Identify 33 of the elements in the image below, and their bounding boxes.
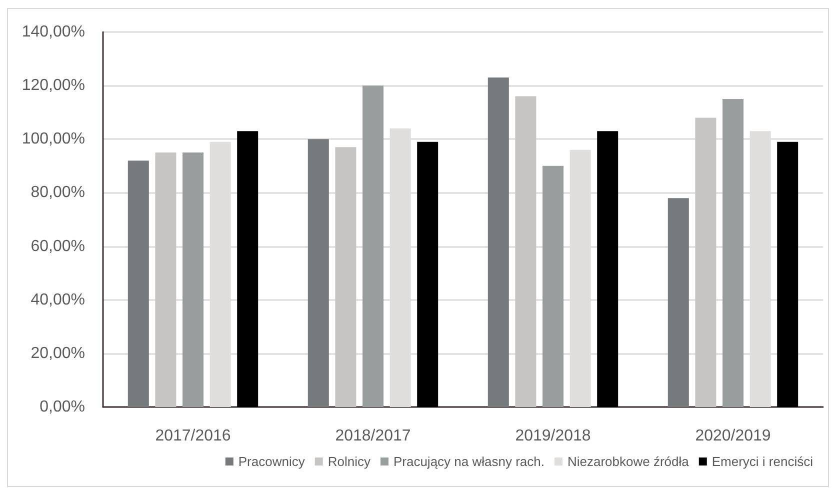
bar: [515, 96, 536, 407]
x-tick-label: 2019/2018: [515, 428, 591, 444]
legend-label: Emeryci i renciści: [712, 454, 814, 469]
bar: [237, 131, 258, 407]
bar: [182, 152, 204, 407]
y-tick-label: 40,00%: [30, 291, 85, 308]
bar: [695, 118, 716, 407]
bar: [722, 98, 744, 407]
bar: [155, 152, 176, 407]
legend-label: Pracownicy: [238, 454, 306, 469]
bar: [777, 142, 798, 407]
bar: [335, 147, 356, 407]
y-tick-label: 60,00%: [30, 238, 85, 255]
x-tick-label: 2018/2017: [335, 428, 411, 444]
y-tick-label: 80,00%: [30, 184, 85, 202]
x-tick-label: 2017/2016: [155, 428, 231, 444]
y-tick-label: 0,00%: [40, 398, 85, 416]
bar: [597, 131, 618, 407]
legend-label: Niezarobkowe źródła: [567, 454, 690, 469]
bar: [417, 142, 438, 407]
legend-label: Pracujący na własny rach.: [393, 454, 544, 469]
bar: [488, 78, 509, 407]
bar: [362, 86, 384, 407]
bar: [668, 198, 689, 407]
bar: [128, 160, 149, 407]
bar: [542, 166, 564, 407]
y-tick-label: 100,00%: [22, 130, 85, 148]
y-tick-label: 120,00%: [22, 77, 85, 94]
x-tick-label: 2020/2019: [695, 428, 771, 444]
y-tick-label: 20,00%: [30, 344, 85, 362]
legend-label: Rolnicy: [328, 454, 371, 469]
y-tick-label: 140,00%: [22, 24, 85, 40]
bar: [308, 139, 329, 407]
